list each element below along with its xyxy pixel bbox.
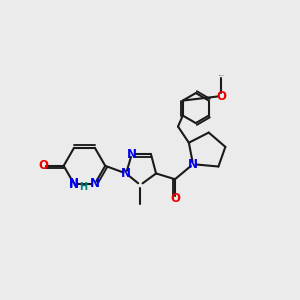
Text: O: O [216,90,226,103]
Text: N: N [69,177,79,190]
Text: H: H [79,182,87,192]
Text: N: N [127,148,137,161]
Text: N: N [90,177,100,190]
Text: N: N [188,158,198,171]
Text: N: N [121,167,131,180]
Text: methoxy: methoxy [219,74,226,76]
Text: O: O [170,192,180,206]
Text: N: N [69,178,79,191]
Text: O: O [38,159,48,172]
